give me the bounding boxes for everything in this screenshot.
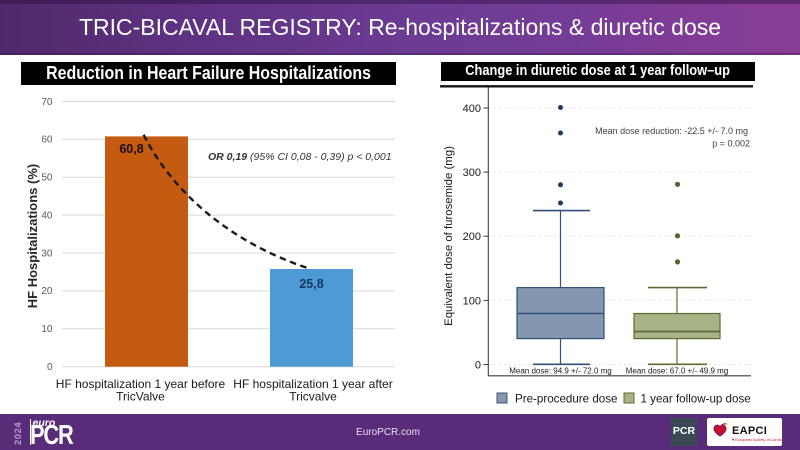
svg-text:20: 20 [41,286,53,297]
svg-text:25,8: 25,8 [299,277,323,291]
svg-text:100: 100 [463,295,481,307]
svg-text:HF hospitalization 1 year befo: HF hospitalization 1 year before [56,377,226,391]
svg-text:Mean dose reduction: -22.5 +/-: Mean dose reduction: -22.5 +/- 7.0 mg [595,126,748,136]
svg-text:300: 300 [463,167,481,179]
svg-text:10: 10 [41,324,53,335]
svg-text:Mean dose: 94.9 +/- 72.0 mg: Mean dose: 94.9 +/- 72.0 mg [509,367,612,376]
svg-text:1 year follow-up dose: 1 year follow-up dose [641,393,751,406]
svg-text:OR 0,19 (95% CI 0,08 - 0,39) p: OR 0,19 (95% CI 0,08 - 0,39) p < 0,001 [208,151,392,163]
svg-text:40: 40 [41,210,53,221]
svg-text:HF hospitalization 1 year afte: HF hospitalization 1 year after [233,377,392,391]
svg-text:60: 60 [41,135,53,146]
svg-text:0: 0 [475,359,481,371]
svg-text:200: 200 [463,231,481,243]
svg-text:TricValve: TricValve [116,390,165,404]
svg-text:p = 0.002: p = 0.002 [712,139,750,149]
svg-text:400: 400 [463,103,481,115]
svg-text:70: 70 [41,97,53,108]
svg-text:Pre-procedure dose: Pre-procedure dose [515,393,617,406]
svg-text:60,8: 60,8 [119,142,143,156]
svg-text:Equivalent dose of furosemide: Equivalent dose of furosemide (mg) [443,146,455,326]
svg-text:30: 30 [41,248,53,259]
svg-text:Mean dose: 67.0 +/- 49.9 mg: Mean dose: 67.0 +/- 49.9 mg [626,367,729,376]
svg-text:50: 50 [41,173,53,184]
svg-text:0: 0 [47,362,53,373]
svg-text:HF Hospitalizations (%): HF Hospitalizations (%) [25,164,40,308]
svg-text:Tricvalve: Tricvalve [289,390,337,404]
